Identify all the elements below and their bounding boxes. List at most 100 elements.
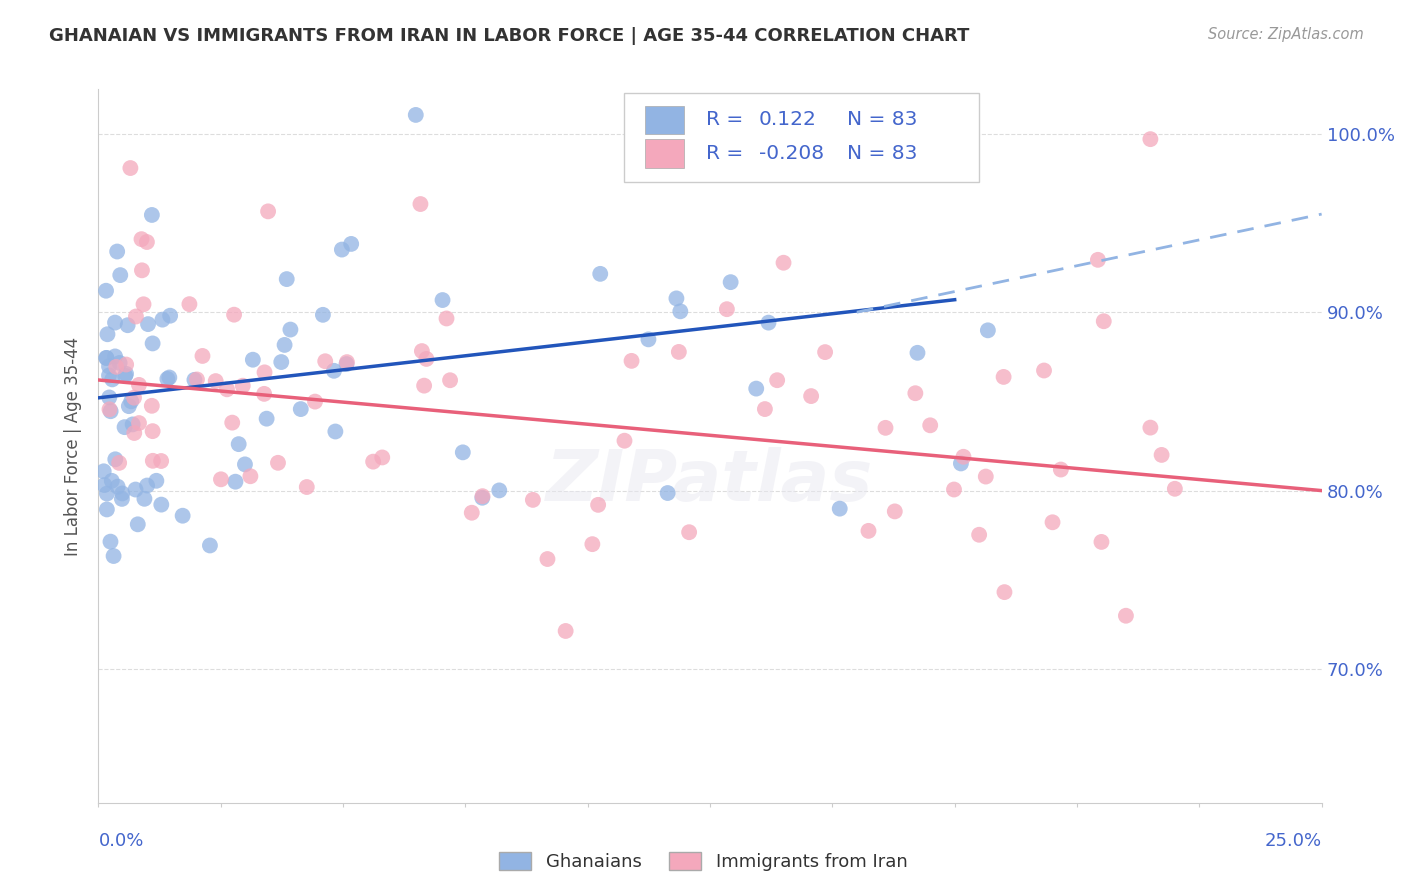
Point <box>136 317 159 331</box>
FancyBboxPatch shape <box>624 93 979 182</box>
Point <box>141 208 163 222</box>
Point <box>224 475 246 489</box>
Point <box>198 539 221 553</box>
Point <box>405 108 427 122</box>
Point <box>1033 363 1056 377</box>
Point <box>98 368 121 383</box>
Point <box>142 454 165 468</box>
Point <box>411 344 433 359</box>
Point <box>131 232 153 246</box>
Point <box>967 528 990 542</box>
Point <box>613 434 636 448</box>
Point <box>409 197 432 211</box>
Point <box>312 308 335 322</box>
Point <box>96 351 118 365</box>
Point <box>145 474 167 488</box>
Point <box>104 452 127 467</box>
Point <box>128 416 150 430</box>
Point <box>152 312 174 326</box>
Point <box>1042 516 1064 530</box>
Point <box>436 311 458 326</box>
Point <box>121 417 143 432</box>
Point <box>253 387 276 401</box>
Text: R =: R = <box>706 111 749 129</box>
Point <box>938 121 960 136</box>
Point <box>772 256 794 270</box>
Point <box>239 469 262 483</box>
Point <box>1115 608 1137 623</box>
Point <box>949 457 972 471</box>
Point <box>1139 132 1161 146</box>
Point <box>204 374 226 388</box>
Point <box>132 297 155 311</box>
Point <box>114 420 136 434</box>
Point <box>439 373 461 387</box>
Point <box>488 483 510 498</box>
Point <box>657 486 679 500</box>
Point <box>336 355 359 369</box>
Point <box>93 478 115 492</box>
Point <box>98 402 121 417</box>
Point <box>142 336 165 351</box>
Point <box>766 373 789 387</box>
Point <box>115 367 138 381</box>
Point <box>883 504 905 518</box>
Point <box>907 346 929 360</box>
Point <box>295 480 318 494</box>
Point <box>232 378 254 392</box>
Point <box>122 425 145 440</box>
Point <box>1092 314 1115 328</box>
Point <box>323 364 346 378</box>
Point <box>100 404 122 418</box>
Point <box>115 358 138 372</box>
Point <box>820 161 842 176</box>
Point <box>758 316 780 330</box>
Point <box>471 491 494 505</box>
Point <box>273 338 295 352</box>
Point <box>135 235 157 249</box>
Point <box>451 445 474 459</box>
Point <box>668 345 690 359</box>
Point <box>96 486 118 500</box>
Point <box>117 318 139 333</box>
Point <box>111 486 134 500</box>
Point <box>1164 482 1187 496</box>
Point <box>904 386 927 401</box>
Point <box>120 161 142 175</box>
Point <box>415 351 437 366</box>
Point <box>242 352 264 367</box>
Point <box>536 552 558 566</box>
Text: ZIPatlas: ZIPatlas <box>547 447 873 516</box>
Point <box>340 236 363 251</box>
Point <box>325 425 347 439</box>
Point <box>256 411 278 425</box>
Point <box>371 450 394 465</box>
Point <box>1087 252 1109 267</box>
Point <box>110 268 132 282</box>
FancyBboxPatch shape <box>645 139 685 168</box>
Point <box>107 480 129 494</box>
Point <box>413 378 436 392</box>
Point <box>280 322 302 336</box>
Point <box>471 489 494 503</box>
Point <box>920 418 942 433</box>
Text: GHANAIAN VS IMMIGRANTS FROM IRAN IN LABOR FORCE | AGE 35-44 CORRELATION CHART: GHANAIAN VS IMMIGRANTS FROM IRAN IN LABO… <box>49 27 970 45</box>
Point <box>586 498 609 512</box>
Point <box>875 421 897 435</box>
Point <box>122 391 145 405</box>
Point <box>150 454 173 468</box>
Point <box>134 491 156 506</box>
Point <box>290 402 312 417</box>
Y-axis label: In Labor Force | Age 35-44: In Labor Force | Age 35-44 <box>65 336 83 556</box>
Point <box>118 399 141 413</box>
Point <box>253 365 276 379</box>
Point <box>461 506 484 520</box>
Point <box>105 359 128 374</box>
Point <box>800 389 823 403</box>
Point <box>257 204 280 219</box>
Point <box>678 525 700 540</box>
Point <box>828 501 851 516</box>
Point <box>120 394 142 409</box>
Point <box>1150 448 1173 462</box>
Point <box>142 424 165 438</box>
